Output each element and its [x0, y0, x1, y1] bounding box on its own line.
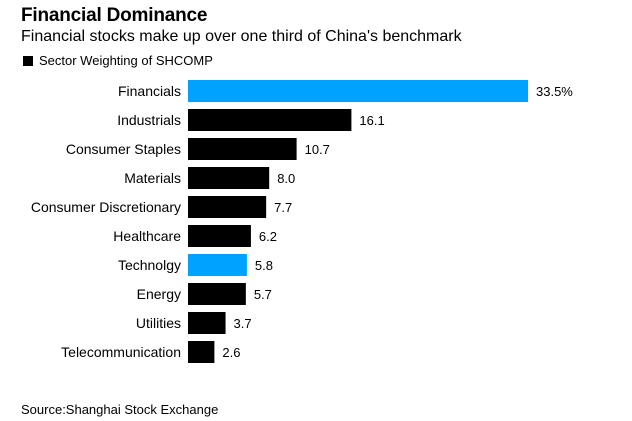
bar-healthcare [188, 225, 251, 247]
bar-telecommunication [188, 341, 215, 363]
value-label-materials: 8.0 [277, 171, 295, 186]
chart-subtitle: Financial stocks make up over one third … [21, 28, 462, 45]
source-note: Source:Shanghai Stock Exchange [21, 402, 219, 417]
value-label-energy: 5.7 [254, 287, 272, 302]
value-label-technolgy: 5.8 [255, 258, 273, 273]
legend-label: Sector Weighting of SHCOMP [39, 53, 213, 68]
legend: Sector Weighting of SHCOMP [23, 53, 213, 68]
category-label-telecommunication: Telecommunication [61, 344, 181, 360]
bar-consumer-staples [188, 138, 297, 160]
legend-swatch [23, 55, 33, 66]
category-label-energy: Energy [137, 286, 181, 302]
category-label-consumer-discretionary: Consumer Discretionary [31, 199, 181, 215]
value-label-industrials: 16.1 [359, 113, 384, 128]
bar-materials [188, 167, 270, 189]
value-label-utilities: 3.7 [234, 316, 252, 331]
category-label-financials: Financials [118, 83, 181, 99]
category-label-technolgy: Technolgy [118, 257, 181, 273]
value-label-financials: 33.5% [536, 84, 573, 99]
value-label-telecommunication: 2.6 [222, 345, 240, 360]
bar-energy [188, 283, 246, 305]
category-label-materials: Materials [124, 170, 181, 186]
category-label-utilities: Utilities [136, 315, 181, 331]
category-label-consumer-staples: Consumer Staples [66, 141, 181, 157]
category-label-industrials: Industrials [117, 112, 181, 128]
bar-utilities [188, 312, 226, 334]
category-label-healthcare: Healthcare [113, 228, 181, 244]
value-label-consumer-discretionary: 7.7 [274, 200, 292, 215]
bar-financials [188, 80, 528, 102]
bar-technolgy [188, 254, 247, 276]
value-label-healthcare: 6.2 [259, 229, 277, 244]
bar-consumer-discretionary [188, 196, 267, 218]
value-label-consumer-staples: 10.7 [305, 142, 330, 157]
bar-industrials [188, 109, 352, 131]
chart-title: Financial Dominance [21, 5, 208, 26]
